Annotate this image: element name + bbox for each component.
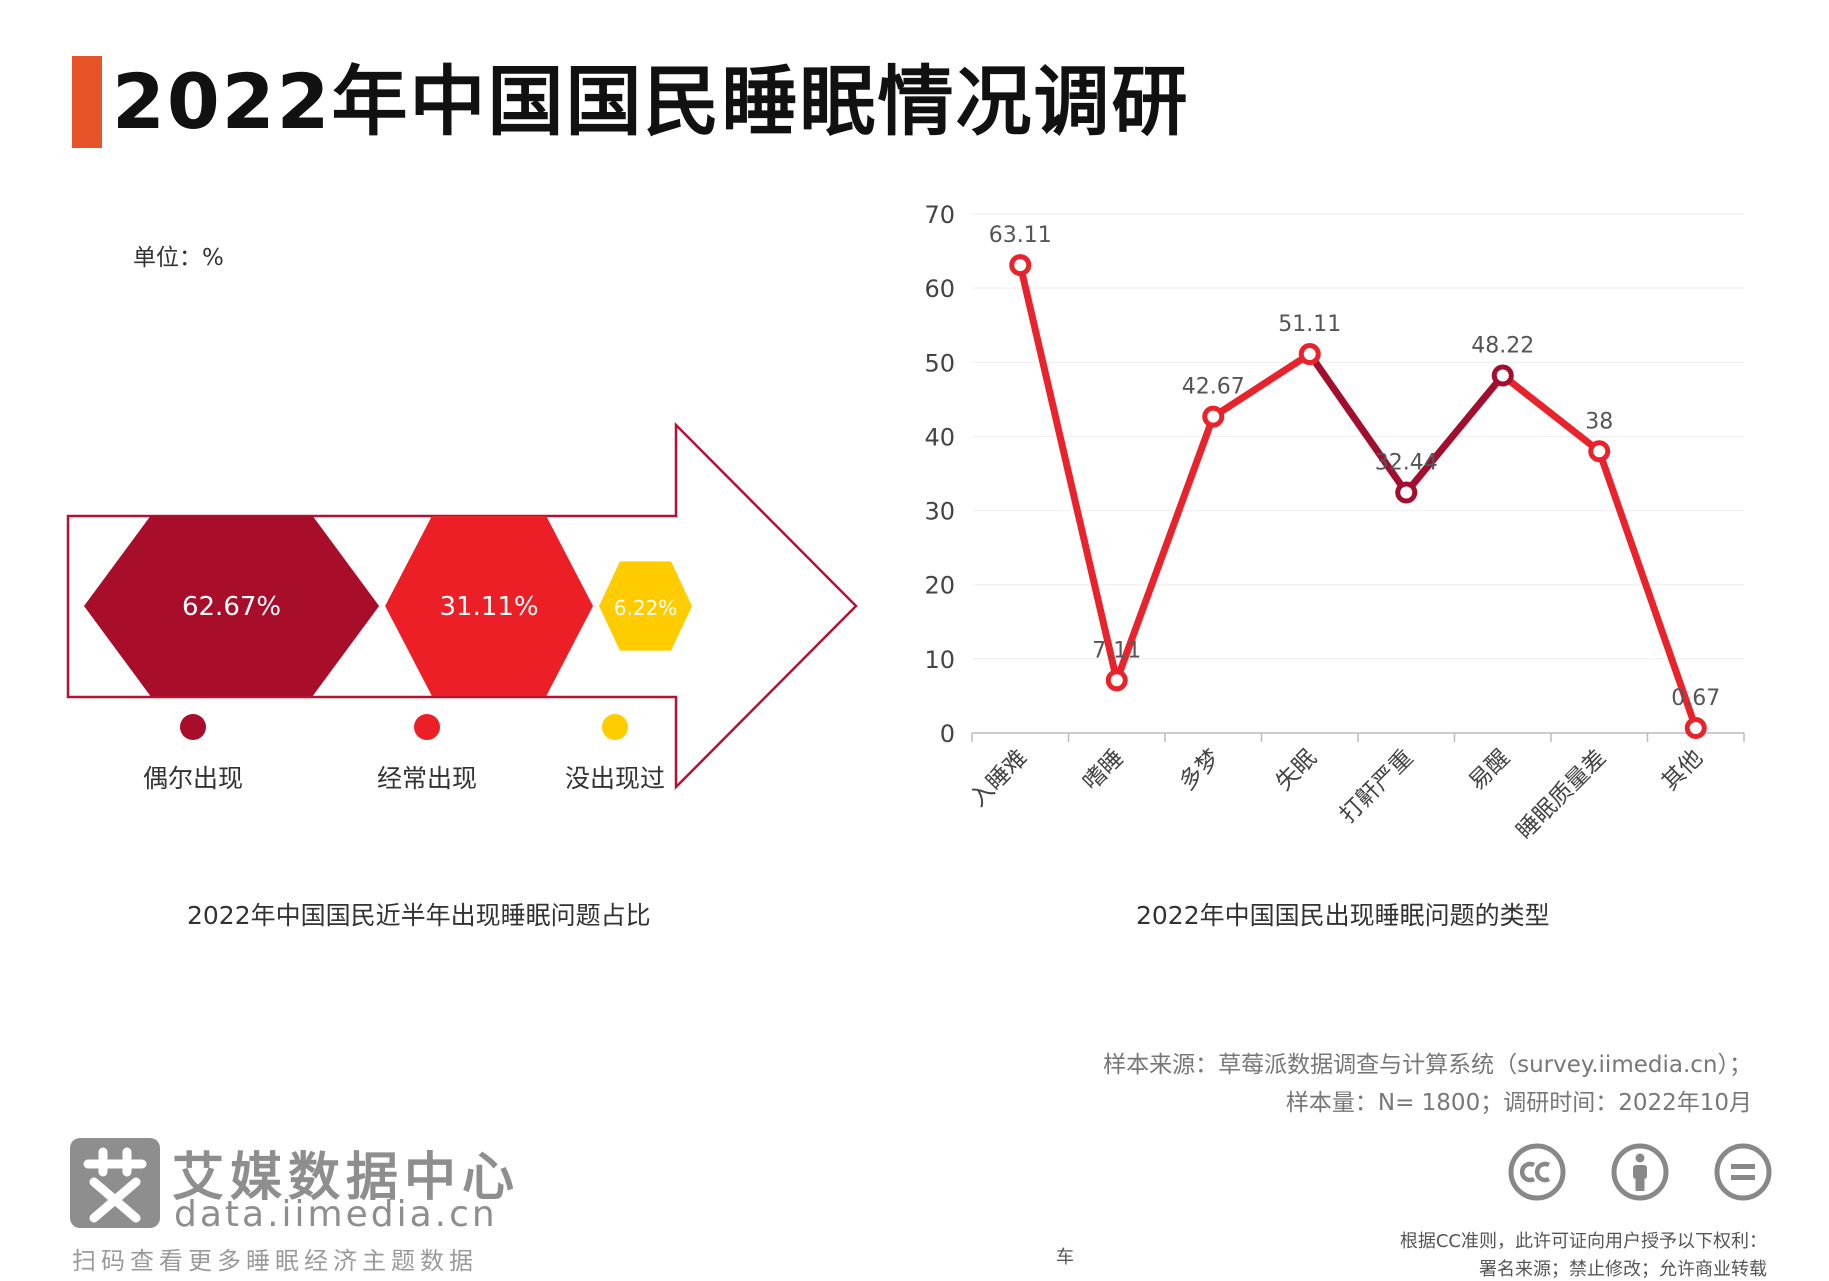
- y-tick-label: 20: [924, 572, 955, 600]
- x-tick-label: 易醒: [1464, 745, 1515, 796]
- line-segment: [1113, 413, 1217, 684]
- left-chart-caption: 2022年中国国民近半年出现睡眠问题占比: [187, 901, 651, 930]
- hexagon-value-label: 6.22%: [614, 596, 678, 620]
- page-title: 2022年中国国民睡眠情况调研: [112, 57, 1190, 146]
- line-segment: [1402, 371, 1507, 496]
- y-tick-label: 30: [924, 498, 955, 526]
- legend-dot: [414, 714, 440, 740]
- license-line-2: 署名来源；禁止修改；允许商业转载: [1479, 1259, 1767, 1280]
- legend-label: 经常出现: [377, 764, 477, 793]
- x-tick-label: 打鼾严重: [1335, 745, 1418, 828]
- line-segment: [1209, 350, 1314, 421]
- logo-name: 艾媒数据中心: [172, 1148, 521, 1208]
- right-chart-caption: 2022年中国国民出现睡眠问题的类型: [1136, 901, 1550, 930]
- iimedia-logo: [70, 1138, 160, 1228]
- data-point: [1395, 481, 1418, 504]
- attribution-icon: [1611, 1143, 1669, 1201]
- line-segment: [1016, 261, 1121, 684]
- hexagon-value-label: 31.11%: [439, 592, 538, 622]
- center-mark: 车: [1056, 1247, 1074, 1268]
- data-label: 42.67: [1182, 375, 1245, 400]
- hexagon-value-label: 62.67%: [182, 592, 281, 622]
- data-label: 0.67: [1671, 686, 1720, 711]
- data-label: 32.44: [1375, 450, 1438, 475]
- x-tick-label: 嗜睡: [1078, 745, 1129, 796]
- data-label: 51.11: [1278, 312, 1341, 337]
- y-tick-label: 40: [924, 423, 955, 451]
- data-label: 38: [1585, 409, 1613, 434]
- x-tick-label: 多梦: [1175, 745, 1226, 796]
- line-segment: [1595, 447, 1700, 732]
- x-tick-label: 失眠: [1271, 745, 1322, 796]
- legend-dot: [602, 714, 628, 740]
- data-label: 7.11: [1092, 638, 1141, 663]
- x-tick-label: 其他: [1657, 745, 1708, 796]
- line-segment: [1499, 371, 1603, 455]
- unit-label: 单位：%: [133, 245, 224, 271]
- logo-slogan: 扫码查看更多睡眠经济主题数据: [72, 1247, 478, 1275]
- hexagon-1: [84, 516, 380, 696]
- data-point: [1588, 440, 1611, 463]
- y-tick-label: 10: [924, 646, 955, 674]
- arrow-outline: [66, 421, 858, 791]
- source-line-2: 样本量：N= 1800；调研时间：2022年10月: [1285, 1090, 1752, 1116]
- legend-label: 没出现过: [565, 764, 665, 793]
- y-tick-label: 70: [924, 201, 955, 229]
- hexagon-2: [385, 516, 594, 696]
- hexagon-3: [599, 561, 692, 651]
- x-tick-label: 入睡难: [965, 745, 1032, 812]
- no-derivatives-icon: [1714, 1143, 1772, 1201]
- y-tick-label: 60: [924, 275, 955, 303]
- data-point: [1684, 717, 1707, 740]
- legend-label: 偶尔出现: [143, 764, 243, 793]
- x-tick-label: 睡眠质量差: [1512, 745, 1612, 845]
- cc-icon: [1508, 1143, 1566, 1201]
- logo-url: data.iimedia.cn: [174, 1194, 498, 1235]
- data-label: 48.22: [1471, 333, 1534, 358]
- y-tick-label: 0: [940, 720, 955, 748]
- source-line-1: 样本来源：草莓派数据调查与计算系统（survey.iimedia.cn）；: [1103, 1052, 1752, 1078]
- data-point: [1298, 343, 1321, 366]
- y-tick-label: 50: [924, 349, 955, 377]
- license-line-1: 根据CC准则，此许可证向用户授予以下权利：: [1399, 1231, 1767, 1252]
- title-accent-bar: [72, 56, 102, 148]
- data-label: 63.11: [989, 223, 1052, 248]
- line-segment: [1306, 350, 1410, 496]
- legend-dot: [180, 714, 206, 740]
- data-point: [1009, 254, 1032, 277]
- data-point: [1105, 669, 1128, 692]
- data-point: [1491, 364, 1514, 387]
- data-point: [1202, 405, 1225, 428]
